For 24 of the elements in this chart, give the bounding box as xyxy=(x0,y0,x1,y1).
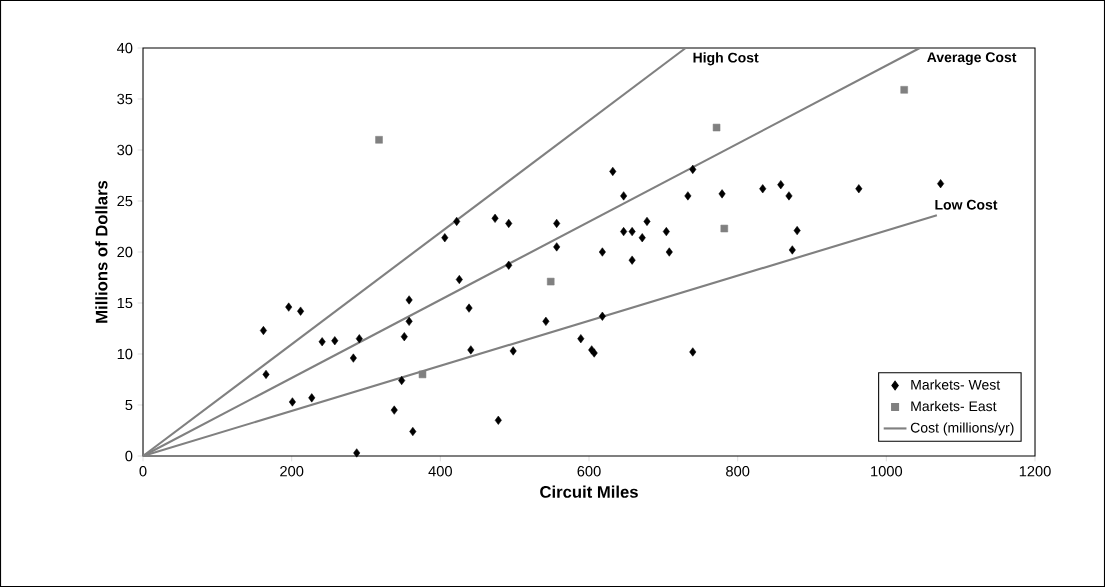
legend-label: Markets- West xyxy=(911,379,1001,390)
y-tick-label: 25 xyxy=(117,195,133,207)
annotation: Low Cost xyxy=(935,199,998,210)
legend-label: Markets- East xyxy=(911,400,997,412)
x-tick-label: 600 xyxy=(577,466,601,477)
y-tick-label: 15 xyxy=(117,297,133,309)
legend-label: Cost (millions/yr) xyxy=(910,422,1014,436)
y-tick-label: 10 xyxy=(117,348,133,360)
y-tick-label: 5 xyxy=(125,399,133,411)
x-tick-label: 1000 xyxy=(871,466,903,477)
y-tick-label: 0 xyxy=(125,450,133,462)
y-tick-label: 30 xyxy=(117,144,133,156)
x-axis-title: Circuit Miles xyxy=(540,485,638,498)
x-tick-label: 800 xyxy=(726,466,750,477)
x-tick-label: 1200 xyxy=(1019,466,1051,477)
annotation: High Cost xyxy=(693,52,759,66)
x-tick-label: 0 xyxy=(139,466,147,477)
y-tick-label: 20 xyxy=(117,246,133,258)
annotation: Average Cost xyxy=(927,52,1017,66)
y-tick-label: 35 xyxy=(117,93,133,105)
y-tick-label: 40 xyxy=(116,42,133,54)
x-tick-label: 400 xyxy=(428,466,452,477)
y-axis-title: Millions of Dollars xyxy=(95,180,108,323)
x-tick-label: 200 xyxy=(280,466,304,477)
